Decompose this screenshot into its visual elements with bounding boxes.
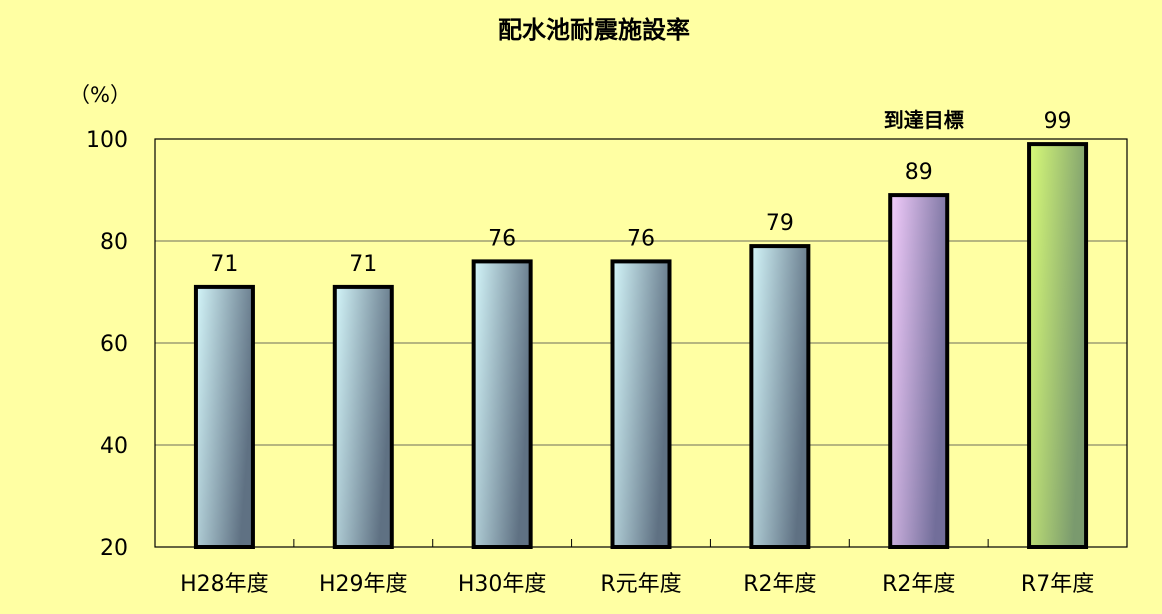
bar [749, 244, 811, 549]
data-label: 71 [349, 252, 377, 277]
data-label: 99 [1044, 109, 1072, 134]
category-label: R7年度 [1021, 572, 1094, 597]
category-label: R2年度 [743, 572, 816, 597]
bar [471, 259, 533, 549]
category-label: H30年度 [458, 572, 547, 597]
y-tick-label: 40 [100, 434, 128, 459]
category-label: R元年度 [600, 572, 681, 597]
bar [193, 284, 255, 549]
y-tick-label: 20 [100, 536, 128, 561]
y-axis-unit-label: （%） [69, 83, 131, 107]
category-label: R2年度 [882, 572, 955, 597]
bar [332, 284, 394, 549]
bars [193, 142, 1089, 549]
y-tick-labels: 20 40 60 80 100 [86, 128, 128, 561]
y-tick-label: 100 [86, 128, 128, 153]
data-label: 89 [905, 160, 933, 185]
chart-title: 配水池耐震施設率 [498, 16, 690, 44]
category-labels: 71 H28年度 71 H29年度 76 H30年度 76 R元年度 79 R2年度 89 R2年度 9… [180, 108, 1094, 597]
data-label: 76 [488, 226, 516, 251]
category-label: H28年度 [180, 572, 269, 597]
bar [888, 193, 950, 549]
bar [1027, 142, 1089, 549]
target-annotation: 到達目標 [884, 108, 964, 132]
data-label: 79 [766, 211, 794, 236]
data-label: 71 [210, 252, 238, 277]
y-tick-label: 80 [100, 230, 128, 255]
category-label: H29年度 [319, 572, 408, 597]
data-label: 76 [627, 226, 655, 251]
y-tick-label: 60 [100, 332, 128, 357]
bar [610, 259, 672, 549]
